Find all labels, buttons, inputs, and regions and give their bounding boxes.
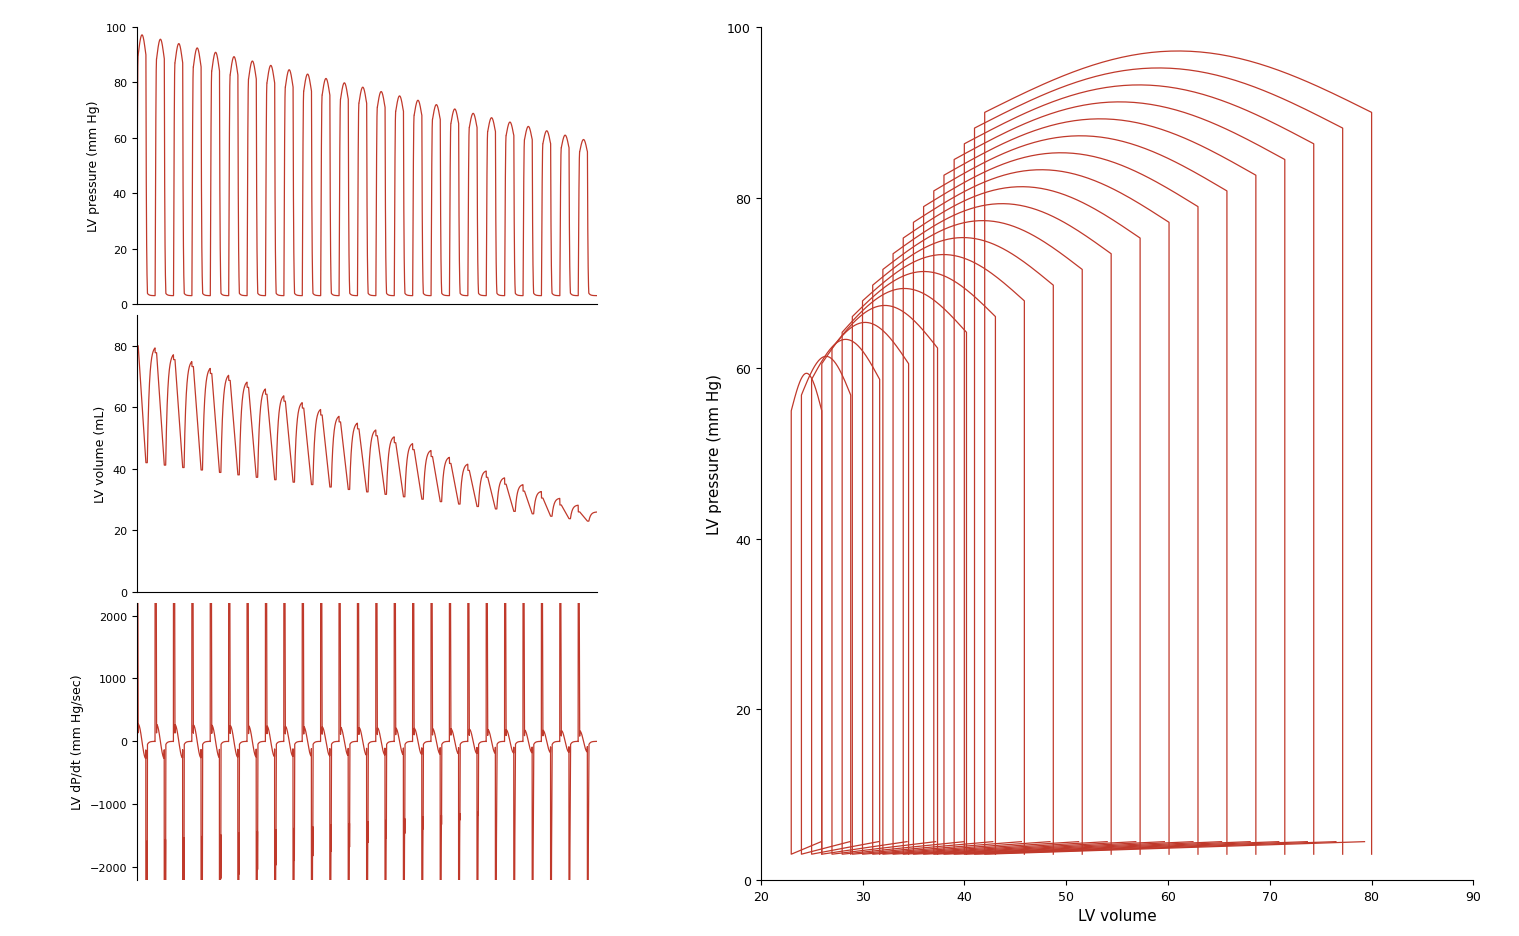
Y-axis label: LV pressure (mm Hg): LV pressure (mm Hg) — [706, 373, 722, 534]
Y-axis label: LV pressure (mm Hg): LV pressure (mm Hg) — [88, 101, 100, 232]
X-axis label: LV volume: LV volume — [1077, 908, 1156, 923]
Y-axis label: LV volume (mL): LV volume (mL) — [94, 405, 108, 503]
Y-axis label: LV dP/dt (mm Hg/sec): LV dP/dt (mm Hg/sec) — [71, 674, 84, 810]
